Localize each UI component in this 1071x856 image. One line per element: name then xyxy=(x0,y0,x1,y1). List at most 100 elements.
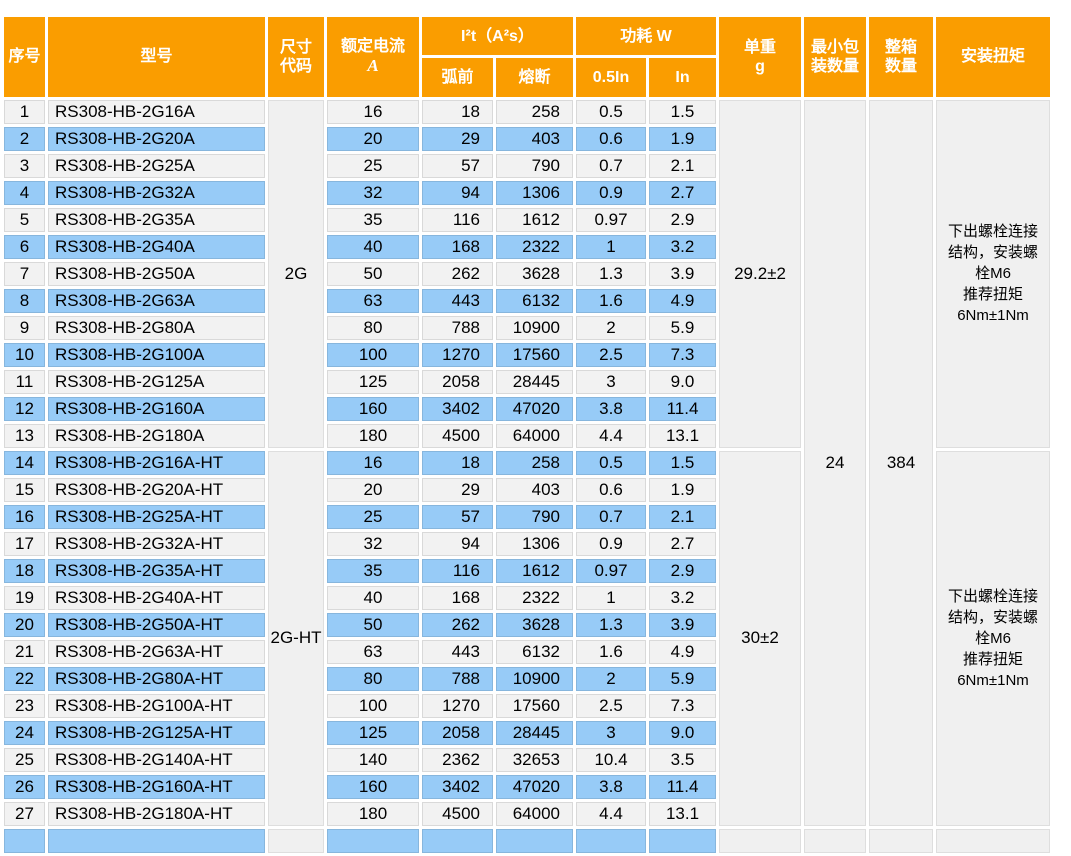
power-05in-cell: 0.5 xyxy=(576,99,646,124)
power-05in-cell: 4.4 xyxy=(576,801,646,826)
rated-current-cell: 25 xyxy=(327,153,419,178)
melt-i2t-cell: 3628 xyxy=(496,612,573,637)
table-row: 15 RS308-HB-2G20A-HT 20 29 403 0.6 1.9 xyxy=(4,477,1050,502)
power-in-cell: 11.4 xyxy=(649,774,716,799)
prearc-i2t-cell: 94 xyxy=(422,531,493,556)
rated-current-cell: 35 xyxy=(327,558,419,583)
model-cell: RS308-HB-2G35A-HT xyxy=(48,558,265,583)
power-05in-cell: 0.6 xyxy=(576,126,646,151)
header-install-torque: 安装扭矩 xyxy=(936,17,1050,97)
prearc-i2t-cell: 4500 xyxy=(422,801,493,826)
model-cell: RS308-HB-2G80A xyxy=(48,315,265,340)
power-05in-cell: 0.6 xyxy=(576,477,646,502)
table-row: 6 RS308-HB-2G40A 40 168 2322 1 3.2 xyxy=(4,234,1050,259)
header-rated-current: 额定电流 A xyxy=(327,17,419,97)
power-in-cell: 2.9 xyxy=(649,558,716,583)
model-cell: RS308-HB-2G160A xyxy=(48,396,265,421)
row-number-cell: 11 xyxy=(4,369,45,394)
row-number-cell: 23 xyxy=(4,693,45,718)
table-row: 5 RS308-HB-2G35A 35 116 1612 0.97 2.9 xyxy=(4,207,1050,232)
power-in-cell: 5.9 xyxy=(649,666,716,691)
prearc-i2t-cell: 2058 xyxy=(422,720,493,745)
power-in-cell: 11.4 xyxy=(649,396,716,421)
rated-current-cell: 32 xyxy=(327,531,419,556)
melt-i2t-cell: 47020 xyxy=(496,396,573,421)
power-05in-cell: 1.3 xyxy=(576,261,646,286)
power-in-cell: 3.9 xyxy=(649,612,716,637)
prearc-i2t-cell: 1270 xyxy=(422,693,493,718)
header-prearc: 弧前 xyxy=(422,58,493,97)
header-power-in: In xyxy=(649,58,716,97)
power-05in-cell: 0.9 xyxy=(576,180,646,205)
power-in-cell: 2.9 xyxy=(649,207,716,232)
header-power-05in: 0.5In xyxy=(576,58,646,97)
power-05in-cell xyxy=(576,828,646,853)
row-number-cell: 14 xyxy=(4,450,45,475)
power-in-cell: 2.1 xyxy=(649,504,716,529)
torque-note-cell: 下出螺栓连接 结构，安装螺 栓M6 推荐扭矩 6Nm±1Nm xyxy=(936,450,1050,826)
power-in-cell: 13.1 xyxy=(649,801,716,826)
table-row: 23 RS308-HB-2G100A-HT 100 1270 17560 2.5 7.3 xyxy=(4,693,1050,718)
power-05in-cell: 0.5 xyxy=(576,450,646,475)
table-row: 20 RS308-HB-2G50A-HT 50 262 3628 1.3 3.9 xyxy=(4,612,1050,637)
header-size-code: 尺寸 代码 xyxy=(268,17,324,97)
rated-current-cell: 180 xyxy=(327,801,419,826)
rated-current-cell: 125 xyxy=(327,720,419,745)
row-number-cell: 27 xyxy=(4,801,45,826)
table-row: 4 RS308-HB-2G32A 32 94 1306 0.9 2.7 xyxy=(4,180,1050,205)
prearc-i2t-cell: 3402 xyxy=(422,396,493,421)
model-cell: RS308-HB-2G63A xyxy=(48,288,265,313)
power-05in-cell: 0.97 xyxy=(576,207,646,232)
melt-i2t-cell: 2322 xyxy=(496,585,573,610)
power-in-cell xyxy=(649,828,716,853)
unit-weight-cell: 30±2 xyxy=(719,450,801,826)
row-number-cell: 13 xyxy=(4,423,45,448)
prearc-i2t-cell: 57 xyxy=(422,153,493,178)
melt-i2t-cell: 17560 xyxy=(496,693,573,718)
rated-current-cell: 20 xyxy=(327,477,419,502)
prearc-i2t-cell: 2362 xyxy=(422,747,493,772)
model-cell: RS308-HB-2G50A-HT xyxy=(48,612,265,637)
melt-i2t-cell: 32653 xyxy=(496,747,573,772)
header-carton-qty: 整箱 数量 xyxy=(869,17,933,97)
row-number-cell: 3 xyxy=(4,153,45,178)
rated-current-cell: 50 xyxy=(327,612,419,637)
table-row: 12 RS308-HB-2G160A 160 3402 47020 3.8 11.4 xyxy=(4,396,1050,421)
row-number-cell: 15 xyxy=(4,477,45,502)
power-in-cell: 3.2 xyxy=(649,234,716,259)
melt-i2t-cell: 10900 xyxy=(496,315,573,340)
model-cell: RS308-HB-2G50A xyxy=(48,261,265,286)
model-cell: RS308-HB-2G20A-HT xyxy=(48,477,265,502)
header-row-2: 弧前 熔断 0.5In In xyxy=(4,58,1050,97)
model-cell: RS308-HB-2G160A-HT xyxy=(48,774,265,799)
carton-qty-cell xyxy=(869,828,933,853)
table-row: 10 RS308-HB-2G100A 100 1270 17560 2.5 7.3 xyxy=(4,342,1050,367)
power-in-cell: 1.5 xyxy=(649,450,716,475)
prearc-i2t-cell: 29 xyxy=(422,477,493,502)
power-in-cell: 2.7 xyxy=(649,531,716,556)
power-05in-cell: 1.3 xyxy=(576,612,646,637)
table-row: 16 RS308-HB-2G25A-HT 25 57 790 0.7 2.1 xyxy=(4,504,1050,529)
melt-i2t-cell xyxy=(496,828,573,853)
model-cell: RS308-HB-2G40A-HT xyxy=(48,585,265,610)
power-in-cell: 1.9 xyxy=(649,126,716,151)
melt-i2t-cell: 2322 xyxy=(496,234,573,259)
prearc-i2t-cell: 1270 xyxy=(422,342,493,367)
model-cell: RS308-HB-2G32A xyxy=(48,180,265,205)
melt-i2t-cell: 403 xyxy=(496,477,573,502)
power-05in-cell: 0.7 xyxy=(576,153,646,178)
unit-weight-cell: 29.2±2 xyxy=(719,99,801,448)
power-in-cell: 4.9 xyxy=(649,288,716,313)
rated-current-cell: 160 xyxy=(327,774,419,799)
model-cell: RS308-HB-2G40A xyxy=(48,234,265,259)
prearc-i2t-cell xyxy=(422,828,493,853)
prearc-i2t-cell: 788 xyxy=(422,315,493,340)
prearc-i2t-cell: 18 xyxy=(422,450,493,475)
row-number-cell: 25 xyxy=(4,747,45,772)
row-number-cell: 9 xyxy=(4,315,45,340)
header-rated-current-unit: A xyxy=(367,56,379,76)
prearc-i2t-cell: 116 xyxy=(422,558,493,583)
melt-i2t-cell: 3628 xyxy=(496,261,573,286)
header-rated-current-label: 额定电流 xyxy=(340,38,405,56)
header-unit-weight: 单重 g xyxy=(719,17,801,97)
